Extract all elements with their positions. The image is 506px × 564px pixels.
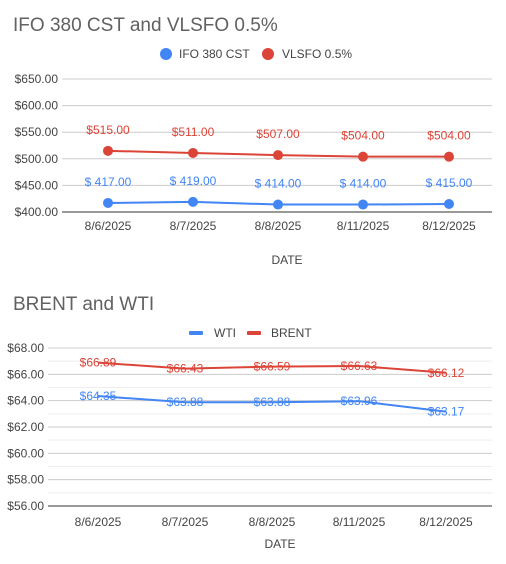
- y-tick-label: $64.00: [7, 394, 44, 408]
- data-label: $66.12: [428, 366, 465, 380]
- x-axis-label: DATE: [264, 537, 295, 551]
- chart-title: IFO 380 CST and VLSFO 0.5%: [13, 15, 278, 36]
- data-label: $66.89: [80, 356, 117, 370]
- legend-marker: [189, 331, 203, 335]
- data-point: [358, 151, 368, 162]
- fuel-price-plot: $400.00 $450.00 $500.00 $550.00 $600.00 $650.…: [15, 47, 492, 267]
- legend-marker: [262, 48, 274, 60]
- legend-marker: [247, 331, 261, 335]
- chart-title: BRENT and WTI: [13, 294, 155, 315]
- x-tick-label: 8/8/2025: [255, 219, 302, 233]
- x-tick-label: 8/6/2025: [85, 219, 132, 233]
- x-tick-label: 8/7/2025: [162, 515, 209, 529]
- y-tick-label: $550.00: [15, 125, 59, 139]
- y-tick-label: $450.00: [15, 178, 59, 192]
- data-label: $ 414.00: [340, 177, 387, 191]
- y-tick-label: $500.00: [15, 152, 59, 166]
- legend-label: BRENT: [271, 326, 312, 340]
- data-label: $504.00: [341, 129, 385, 143]
- data-point: [103, 145, 113, 156]
- y-tick-label: $600.00: [15, 99, 59, 113]
- y-tick-label: $66.00: [7, 367, 44, 381]
- y-tick-label: $62.00: [7, 420, 44, 434]
- data-label: $63.88: [167, 395, 204, 409]
- data-label: $63.96: [341, 394, 378, 408]
- x-tick-label: 8/11/2025: [337, 219, 390, 233]
- y-tick-label: $60.00: [7, 446, 44, 460]
- data-label: $ 419.00: [170, 174, 217, 188]
- data-point: [188, 147, 198, 158]
- x-tick-label: 8/12/2025: [422, 219, 476, 233]
- y-tick-label: $56.00: [7, 499, 44, 513]
- y-tick-label: $68.00: [7, 341, 44, 355]
- data-point: [273, 150, 283, 161]
- data-label: $ 414.00: [255, 177, 302, 191]
- x-tick-label: 8/6/2025: [75, 515, 122, 529]
- data-point: [273, 199, 283, 210]
- data-label: $507.00: [256, 127, 300, 141]
- x-tick-label: 8/11/2025: [333, 515, 386, 529]
- y-tick-label: $400.00: [15, 205, 59, 219]
- series-line: [97, 395, 447, 413]
- data-point: [103, 197, 113, 208]
- y-tick-label: $58.00: [7, 473, 44, 487]
- series-line: [97, 361, 447, 374]
- x-axis-label: DATE: [271, 253, 302, 267]
- data-label: $ 417.00: [85, 175, 132, 189]
- data-label: $63.17: [428, 405, 465, 419]
- data-label: $ 415.00: [426, 176, 473, 190]
- data-label: $511.00: [172, 125, 215, 139]
- x-tick-label: 8/8/2025: [249, 515, 296, 529]
- data-label: $504.00: [427, 129, 471, 143]
- legend-label: IFO 380 CST: [179, 47, 250, 61]
- data-point: [358, 199, 368, 210]
- data-point: [444, 151, 454, 162]
- oil-price-plot: $56.00 $58.00 $60.00 $62.00 $64.00 $66.00 $68.…: [7, 326, 492, 551]
- y-tick-label: $650.00: [15, 72, 59, 86]
- legend-label: WTI: [214, 326, 236, 340]
- oil-price-chart: BRENT and WTI $56.00 $58.00 $60.00 $62.00 $6…: [0, 282, 506, 564]
- data-label: $66.43: [167, 362, 204, 376]
- data-label: $63.88: [254, 395, 291, 409]
- fuel-price-chart: IFO 380 CST and VLSFO 0.5% $400.00 $450.0…: [13, 15, 492, 267]
- x-tick-label: 8/7/2025: [170, 219, 217, 233]
- data-label: $66.63: [341, 359, 378, 373]
- data-label: $64.35: [80, 389, 117, 403]
- data-point: [444, 199, 454, 210]
- legend-label: VLSFO 0.5%: [282, 47, 352, 61]
- data-point: [188, 196, 198, 207]
- data-label: $66.59: [254, 360, 291, 374]
- x-tick-label: 8/12/2025: [419, 515, 473, 529]
- legend-marker: [160, 48, 172, 60]
- data-label: $515.00: [86, 123, 130, 137]
